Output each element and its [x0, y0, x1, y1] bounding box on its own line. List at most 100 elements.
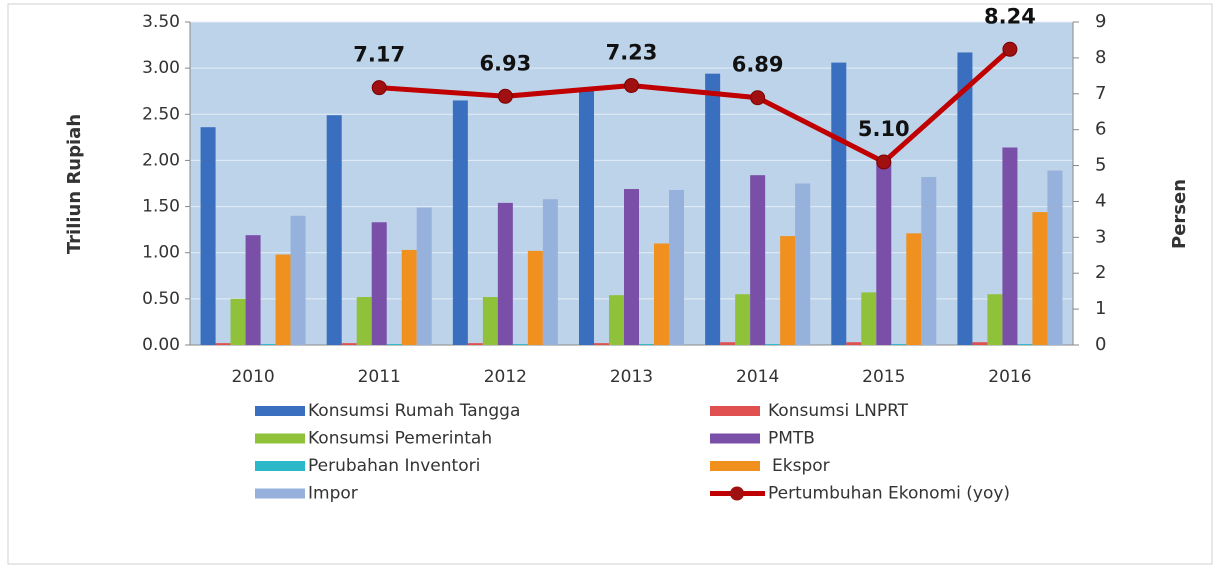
bar — [527, 250, 543, 345]
y2-tick-label: 9 — [1095, 11, 1106, 32]
bar — [245, 235, 261, 345]
y2-tick-label: 0 — [1095, 334, 1106, 355]
y2-tick-label: 8 — [1095, 47, 1106, 68]
bar — [275, 254, 291, 345]
bar — [467, 343, 483, 345]
data-label: 6.89 — [732, 53, 784, 77]
bar — [921, 177, 937, 345]
y2-tick-label: 1 — [1095, 298, 1106, 319]
bar — [542, 199, 558, 345]
y2-tick-label: 3 — [1095, 226, 1106, 247]
y-tick-label: 3.50 — [142, 12, 180, 32]
data-label: 5.10 — [858, 117, 910, 141]
x-tick-label: 2011 — [358, 367, 401, 387]
bar — [780, 236, 796, 345]
bar — [795, 183, 811, 345]
line-marker — [497, 88, 513, 104]
legend-label: Ekspor — [772, 456, 830, 476]
data-label: 6.93 — [479, 51, 531, 75]
bar — [386, 344, 402, 345]
bar — [831, 62, 847, 345]
bar — [765, 344, 781, 345]
y-tick-label: 0.00 — [142, 335, 180, 355]
bar — [750, 175, 766, 345]
legend-swatch — [710, 433, 760, 444]
y-tick-label: 2.50 — [142, 104, 180, 124]
x-tick-label: 2016 — [988, 367, 1031, 387]
legend-label: Pertumbuhan Ekonomi (yoy) — [768, 484, 1010, 504]
legend-label: Impor — [308, 484, 358, 504]
bar — [230, 298, 246, 345]
y2-tick-label: 4 — [1095, 190, 1106, 211]
bar — [326, 115, 342, 345]
line-marker — [750, 90, 766, 106]
data-label: 7.17 — [353, 43, 405, 67]
bar — [1047, 170, 1063, 345]
line-marker — [624, 78, 639, 94]
bar — [260, 344, 276, 345]
bar — [972, 342, 988, 345]
x-tick-label: 2014 — [736, 367, 779, 387]
legend-label: Konsumsi Rumah Tangga — [308, 401, 520, 421]
line-marker — [876, 154, 892, 170]
bar — [512, 344, 528, 345]
bar — [482, 297, 498, 345]
legend-label: Konsumsi LNPRT — [768, 401, 909, 421]
bar — [705, 73, 721, 346]
legend-label: Konsumsi Pemerintah — [308, 429, 492, 449]
bar — [341, 343, 357, 345]
legend-marker — [730, 486, 744, 501]
legend-swatch — [255, 406, 305, 416]
line-marker — [1002, 41, 1018, 57]
bar — [846, 342, 862, 345]
bar — [1017, 344, 1033, 345]
legend-swatch — [255, 488, 305, 499]
line-marker — [371, 80, 387, 96]
x-tick-label: 2010 — [231, 367, 274, 387]
bar — [861, 292, 877, 345]
bar — [624, 189, 639, 345]
y-tick-label: 1.00 — [142, 243, 180, 263]
bar — [452, 100, 468, 345]
bar — [290, 215, 306, 345]
x-tick-label: 2013 — [610, 367, 653, 387]
y2-tick-label: 7 — [1095, 83, 1106, 104]
y-tick-label: 3.00 — [142, 58, 180, 78]
bar — [1002, 147, 1018, 345]
bar — [906, 233, 922, 345]
y2-axis-label: Persen — [1169, 179, 1190, 249]
line — [379, 47, 1012, 165]
legend-label: PMTB — [768, 429, 815, 449]
bar — [957, 52, 973, 345]
y2-tick-label: 2 — [1095, 262, 1106, 283]
bar — [594, 343, 609, 345]
bar — [735, 294, 751, 345]
legend-label: Perubahan Inventori — [308, 456, 480, 476]
bar — [416, 207, 432, 345]
bar — [579, 89, 594, 346]
legend-swatch — [255, 433, 305, 444]
bar — [876, 162, 892, 345]
bar — [720, 342, 736, 345]
legend-swatch — [710, 461, 760, 471]
bar — [669, 189, 684, 345]
y-axis-label: Triliun Rupiah — [64, 114, 85, 254]
bar — [639, 344, 654, 345]
bar — [215, 343, 231, 345]
bar — [497, 202, 513, 345]
bar — [987, 294, 1003, 345]
y-tick-label: 1.50 — [142, 197, 180, 217]
bar — [654, 243, 669, 345]
bar — [200, 127, 216, 345]
bar — [356, 297, 372, 345]
data-label: 7.23 — [606, 41, 658, 65]
y2-tick-label: 6 — [1095, 119, 1106, 140]
y-tick-label: 0.50 — [142, 289, 180, 309]
bar — [401, 249, 417, 345]
bar — [371, 222, 387, 345]
bar — [1032, 212, 1048, 345]
legend-swatch — [255, 461, 305, 471]
bar — [891, 344, 907, 345]
legend-swatch — [710, 406, 760, 416]
